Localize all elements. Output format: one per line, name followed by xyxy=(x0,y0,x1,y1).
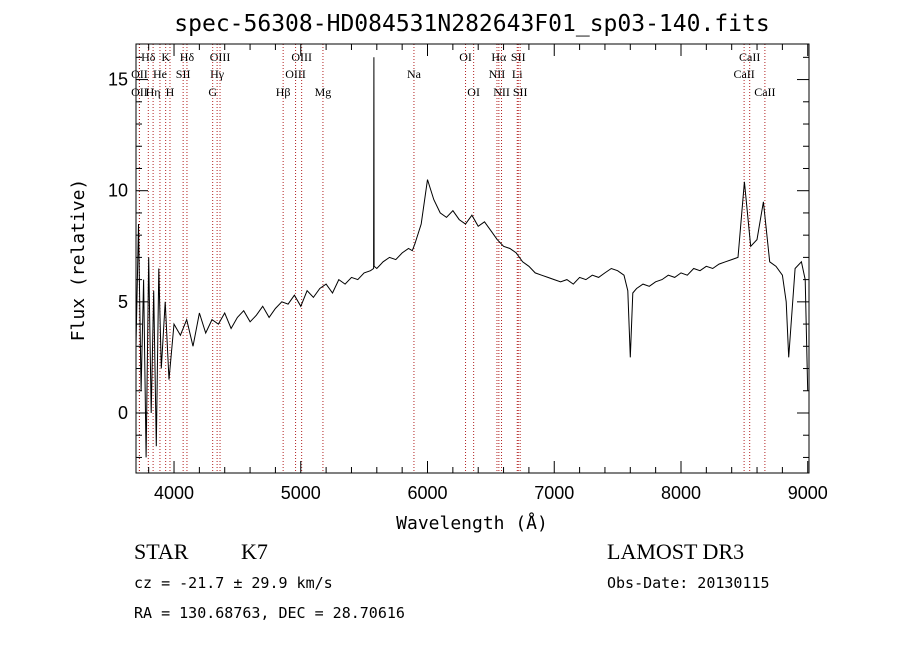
survey-name: LAMOST DR3 xyxy=(607,539,744,564)
plot-frame xyxy=(135,43,810,474)
redshift-text: cz = -21.7 ± 29.9 km/s xyxy=(134,574,333,592)
marker-label: SII xyxy=(511,50,526,64)
marker-label: G xyxy=(208,85,217,99)
y-axis-label: Flux (relative) xyxy=(68,179,89,342)
y-tick-label: 15 xyxy=(108,70,128,90)
x-axis-label: Wavelength (Å) xyxy=(396,512,548,534)
x-tick-label: 9000 xyxy=(788,483,828,503)
marker-label: OIII xyxy=(291,50,312,64)
y-tick-label: 10 xyxy=(108,181,128,201)
x-tick-label: 4000 xyxy=(154,483,194,503)
marker-label: Hβ xyxy=(276,85,291,99)
marker-label: He xyxy=(153,67,167,81)
marker-label: NII xyxy=(489,67,506,81)
marker-label: SII xyxy=(176,67,191,81)
marker-label: OII xyxy=(131,85,148,99)
marker-label: Li xyxy=(512,67,523,81)
marker-label: Hη xyxy=(146,85,161,99)
marker-label: K xyxy=(161,50,170,64)
marker-label: H xyxy=(166,85,175,99)
marker-label: CaII xyxy=(733,67,754,81)
marker-label: SII xyxy=(513,85,528,99)
x-tick-label: 5000 xyxy=(281,483,321,503)
x-tick-label: 8000 xyxy=(661,483,701,503)
marker-label: Mg xyxy=(315,85,332,99)
marker-label: Hα xyxy=(491,50,507,64)
obs-date: Obs-Date: 20130115 xyxy=(607,574,770,592)
y-tick-label: 0 xyxy=(118,403,128,423)
marker-label: OI xyxy=(459,50,472,64)
marker-label: CaII xyxy=(739,50,760,64)
marker-label: Hδ xyxy=(180,50,195,64)
marker-label: Na xyxy=(407,67,422,81)
marker-label: OIII xyxy=(210,50,231,64)
marker-label: CaII xyxy=(754,85,775,99)
object-class: STAR xyxy=(134,539,189,564)
marker-label: Hδ xyxy=(141,50,156,64)
chart-title: spec-56308-HD084531N282643F01_sp03-140.f… xyxy=(174,11,769,37)
object-subclass: K7 xyxy=(241,539,268,564)
y-tick-label: 5 xyxy=(118,292,128,312)
x-tick-label: 6000 xyxy=(407,483,447,503)
x-tick-label: 7000 xyxy=(534,483,574,503)
marker-label: OIII xyxy=(285,67,306,81)
line-markers: Hδ K Hδ OIII OIII OI Hα SII CaII OII He SII Hγ OIII Na… xyxy=(131,44,776,473)
marker-label: OI xyxy=(467,85,480,99)
marker-label: NII xyxy=(493,85,510,99)
y-axis-ticks: 0 5 10 15 xyxy=(108,56,809,458)
spectrum-line xyxy=(135,57,809,458)
marker-label: Hγ xyxy=(210,67,225,81)
coordinates: RA = 130.68763, DEC = 28.70616 xyxy=(134,604,405,622)
x-axis-ticks: 4000 5000 6000 7000 8000 9000 xyxy=(148,44,828,503)
